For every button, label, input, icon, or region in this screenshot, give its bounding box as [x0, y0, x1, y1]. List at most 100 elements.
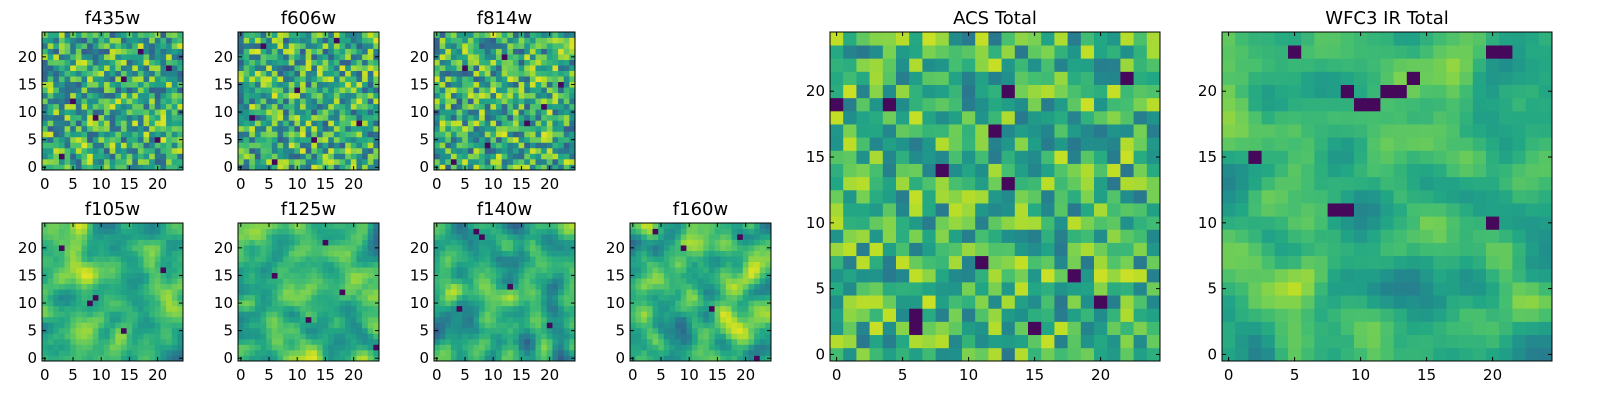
heatmap-cell [680, 239, 687, 246]
heatmap-cell [843, 229, 857, 243]
heatmap-cell [450, 256, 457, 262]
heatmap-cell [630, 239, 636, 246]
heatmap-cell [64, 164, 71, 171]
heatmap-cell [58, 43, 65, 49]
heatmap-cell [765, 234, 772, 240]
heatmap-cell [512, 228, 519, 235]
heatmap-cell [137, 223, 144, 229]
heatmap-cell [362, 76, 369, 83]
heatmap-cell [669, 322, 676, 329]
heatmap-cell [154, 239, 161, 246]
heatmap-cell [652, 278, 659, 285]
heatmap-cell [1014, 295, 1029, 309]
heatmap-cell [47, 234, 54, 240]
heatmap-cell [546, 153, 553, 160]
heatmap-cell [300, 294, 307, 301]
heatmap-cell [1133, 334, 1148, 349]
heatmap-cell [356, 48, 363, 55]
heatmap-cell [725, 289, 732, 296]
heatmap-cell [529, 59, 536, 66]
heatmap-cell [98, 349, 105, 356]
heatmap-cell [686, 338, 693, 345]
heatmap-cell [439, 59, 446, 66]
heatmap-cell [742, 311, 749, 318]
heatmap-cell [294, 76, 301, 83]
heatmap-cell [652, 272, 659, 279]
heatmap-cell [541, 289, 548, 296]
heatmap-cell [333, 120, 340, 127]
heatmap-cell [345, 294, 352, 301]
heatmap-cell [1133, 308, 1148, 322]
heatmap-cell [126, 256, 133, 262]
heatmap-cell [948, 268, 963, 283]
heatmap-cell [450, 338, 457, 345]
heatmap-cell [115, 234, 122, 240]
heatmap-cell [249, 261, 256, 268]
heatmap-cell [238, 87, 244, 94]
heatmap-cell [473, 164, 480, 171]
heatmap-cell [283, 136, 290, 143]
heatmap-cell [177, 120, 184, 127]
heatmap-cell [558, 327, 565, 334]
heatmap-cell [462, 114, 469, 121]
heatmap-cell [81, 120, 88, 127]
heatmap-cell [652, 327, 659, 334]
heatmap-cell [92, 250, 99, 257]
heatmap-cell [288, 87, 295, 94]
heatmap-cell [367, 278, 374, 285]
heatmap-cell [70, 333, 77, 340]
heatmap-cell [137, 294, 144, 301]
heatmap-cell [305, 81, 312, 88]
heatmap-cell [748, 344, 755, 351]
heatmap-cell [249, 32, 256, 38]
heatmap-cell [92, 92, 99, 99]
y-tick-label: 20 [410, 239, 429, 257]
heatmap-cell [92, 256, 99, 262]
heatmap-cell [149, 245, 156, 251]
heatmap-cell [675, 250, 682, 257]
heatmap-cell [524, 223, 531, 229]
heatmap-cell [507, 234, 514, 240]
heatmap-cell [277, 300, 284, 307]
heatmap-cell [266, 250, 273, 257]
heatmap-cell [484, 338, 491, 345]
heatmap-cell [856, 321, 870, 336]
heatmap-cell [350, 59, 357, 66]
heatmap-cell [300, 81, 307, 88]
heatmap-cell [646, 239, 653, 246]
heatmap-cell [467, 98, 474, 105]
heatmap-cell [490, 267, 497, 274]
heatmap-cell [356, 81, 363, 88]
heatmap-cell [1120, 321, 1134, 336]
heatmap-cell [254, 322, 261, 329]
heatmap-cell [171, 234, 178, 240]
heatmap-cell [909, 242, 923, 257]
heatmap-cell [104, 92, 111, 99]
heatmap-cell [160, 223, 167, 229]
heatmap-cell [535, 261, 542, 268]
heatmap-cell [356, 272, 363, 279]
heatmap-cell [714, 300, 721, 307]
heatmap-cell [896, 189, 910, 204]
heatmap-cell [58, 245, 65, 251]
heatmap-cell [759, 316, 766, 323]
heatmap-cell [479, 158, 486, 165]
heatmap-cell [283, 294, 290, 301]
heatmap-cell [243, 338, 250, 345]
heatmap-cell [439, 125, 446, 132]
heatmap-cell [238, 153, 244, 160]
heatmap-cell [652, 283, 659, 290]
heatmap-cell [484, 228, 491, 235]
heatmap-cell [518, 344, 525, 351]
heatmap-cell [697, 316, 704, 323]
heatmap-cell [456, 87, 463, 94]
heatmap-cell [1107, 308, 1121, 322]
heatmap-cell [935, 347, 950, 362]
heatmap-cell [350, 114, 357, 121]
heatmap-cell [988, 216, 1002, 230]
heatmap-cell [339, 153, 346, 160]
heatmap-cell [137, 289, 144, 296]
heatmap-cell [439, 272, 446, 279]
heatmap-cell [524, 147, 531, 154]
heatmap-cell [1067, 242, 1082, 257]
